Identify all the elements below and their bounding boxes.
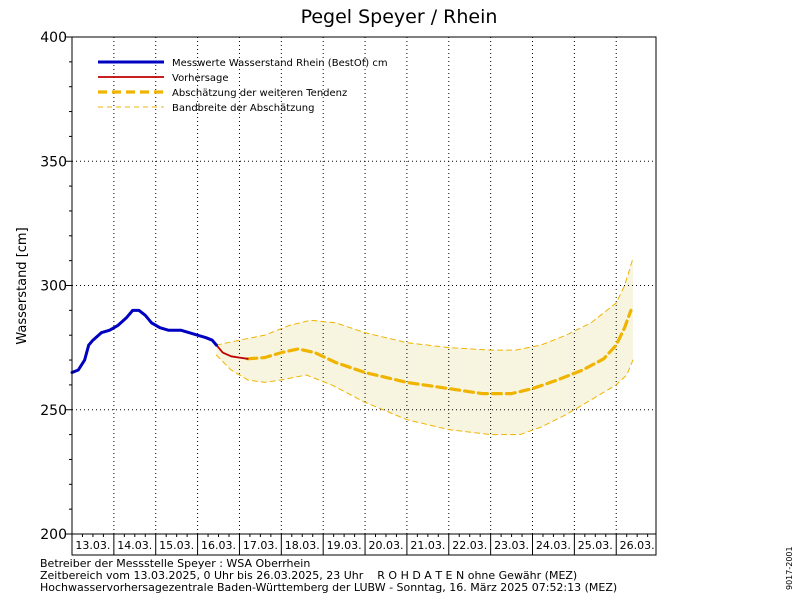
source-code-label: 9017-2001	[785, 546, 794, 590]
legend-item-measured-label: Messwerte Wasserstand Rhein (BestOf) cm	[172, 58, 388, 69]
x-tick-label: 15.03.	[159, 539, 194, 552]
axes: 200 250 300 350 400 13.03. 14.03. 15.03. 16.03. 1…	[40, 30, 657, 556]
y-tick-label: 200	[40, 527, 67, 543]
series-group	[70, 257, 634, 436]
estimate-band-area	[216, 258, 633, 435]
forecast-series-line	[215, 344, 249, 360]
x-tick-label: 17.03.	[243, 539, 278, 552]
trend-series-line	[246, 308, 633, 396]
legend: Messwerte Wasserstand Rhein (BestOf) cm V…	[98, 58, 388, 114]
x-tick-label: 21.03.	[410, 539, 445, 552]
y-axis-label: Wasserstand [cm]	[15, 227, 30, 344]
legend-item-trend-label: Abschätzung der weiteren Tendenz	[172, 88, 347, 99]
x-tick-label: 20.03.	[368, 539, 403, 552]
date-axis-frame	[71, 533, 657, 556]
footer-operator: Betreiber der Messstelle Speyer : WSA Ob…	[40, 557, 311, 570]
y-tick-label: 350	[40, 154, 67, 170]
x-tick-label: 14.03.	[117, 539, 152, 552]
footer-time-range: Zeitbereich vom 13.03.2025, 0 Uhr bis 26…	[40, 569, 578, 582]
legend-item-forecast-label: Vorhersage	[172, 73, 229, 84]
x-tick-label: 18.03.	[285, 539, 320, 552]
x-tick-label: 19.03.	[327, 539, 362, 552]
x-tick-label: 23.03.	[494, 539, 529, 552]
chart-title: Pegel Speyer / Rhein	[301, 6, 498, 28]
x-tick-label: 13.03.	[75, 539, 110, 552]
x-tick-label: 22.03.	[452, 539, 487, 552]
estimate-band-fill	[216, 258, 633, 435]
y-tick-label: 400	[40, 30, 67, 46]
band-upper-line	[215, 257, 634, 351]
band-lower-line	[215, 354, 634, 436]
footer-publisher: Hochwasservorhersagezentrale Baden-Württ…	[40, 581, 618, 594]
legend-item-band-label: Bandbreite der Abschätzung	[172, 103, 314, 114]
x-tick-label: 16.03.	[201, 539, 236, 552]
x-tick-label: 24.03.	[536, 539, 571, 552]
measured-series-line	[70, 308, 218, 374]
grid	[72, 36, 656, 535]
x-tick-label: 25.03.	[578, 539, 613, 552]
y-tick-label: 300	[40, 279, 67, 295]
y-tick-label: 250	[40, 403, 67, 419]
x-tick-label: 26.03.	[620, 539, 655, 552]
